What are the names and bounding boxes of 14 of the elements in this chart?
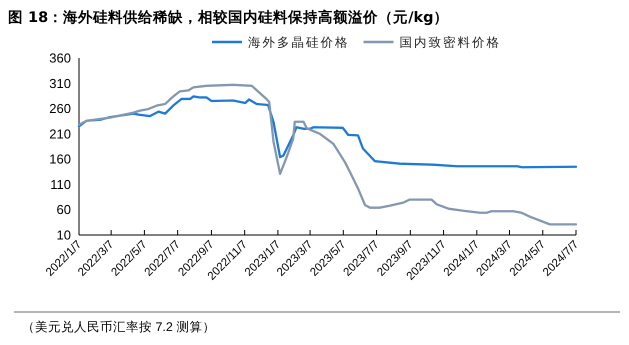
legend-label: 海外多晶硅价格 — [248, 34, 350, 50]
line-series — [78, 84, 578, 226]
y-tick-label: 60 — [56, 202, 71, 218]
line-series — [78, 95, 578, 168]
y-tick-label: 210 — [49, 126, 71, 142]
y-tick-label: 110 — [50, 176, 71, 192]
chart-title: 图 18：海外硅料供给稀缺，相较国内硅料保持高额溢价（元/kg） — [8, 8, 449, 26]
text: （美元兑人民币汇率按 7.2 测算） — [22, 319, 216, 334]
y-tick-label: 310 — [49, 76, 71, 91]
y-tick-label: 260 — [49, 101, 71, 116]
legend-label: 国内致密料价格 — [400, 34, 501, 50]
y-tick-label: 360 — [49, 50, 71, 66]
y-tick-label: 10 — [56, 228, 71, 242]
y-tick-label: 160 — [49, 152, 71, 167]
